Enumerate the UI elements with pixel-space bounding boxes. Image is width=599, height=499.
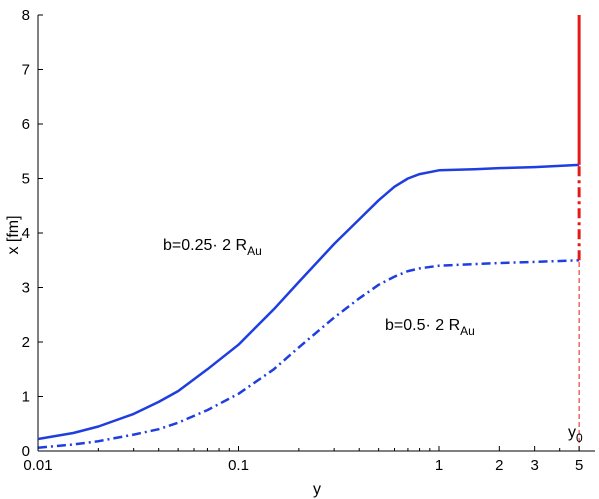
x-tick-label: 3 <box>530 457 538 474</box>
x-tick-label: 0.01 <box>23 457 52 474</box>
x-axis-label: y <box>313 481 321 498</box>
y-tick-label: 8 <box>22 7 30 24</box>
series-label-2-main: b=0.5· 2 R <box>385 317 460 334</box>
series-label-1-main: b=0.25· 2 R <box>163 237 247 254</box>
series-label-2-sub: Au <box>460 324 475 338</box>
x-tick-label: 2 <box>495 457 503 474</box>
series-group <box>37 163 580 449</box>
series-label-2: b=0.5· 2 RAu <box>385 317 475 338</box>
marker-label: y0 <box>568 424 583 445</box>
y-axis-label: x [fm] <box>5 215 22 254</box>
y-tick-label: 7 <box>22 62 30 79</box>
y-tick-label: 1 <box>22 389 30 406</box>
axes <box>37 15 595 452</box>
series-line-1 <box>37 163 580 441</box>
marker-label-sub: 0 <box>576 431 583 445</box>
y-tick-label: 2 <box>22 334 30 351</box>
y-tick-label: 6 <box>22 116 30 133</box>
tick-group: 0.01 0.1 1 2 3 5 0 1 2 3 4 5 6 7 8 <box>22 7 584 474</box>
series-label-1-sub: Au <box>247 244 262 258</box>
x-tick-label: 1 <box>435 457 443 474</box>
y-tick-label: 0 <box>22 443 30 460</box>
x-tick-label: 5 <box>575 457 583 474</box>
y-tick-label: 3 <box>22 280 30 297</box>
marker-label-main: y <box>568 424 576 441</box>
series-label-1: b=0.25· 2 RAu <box>163 237 262 258</box>
y-tick-label: 4 <box>22 225 30 242</box>
x-tick-label: 0.1 <box>228 457 249 474</box>
y-tick-label: 5 <box>22 171 30 188</box>
